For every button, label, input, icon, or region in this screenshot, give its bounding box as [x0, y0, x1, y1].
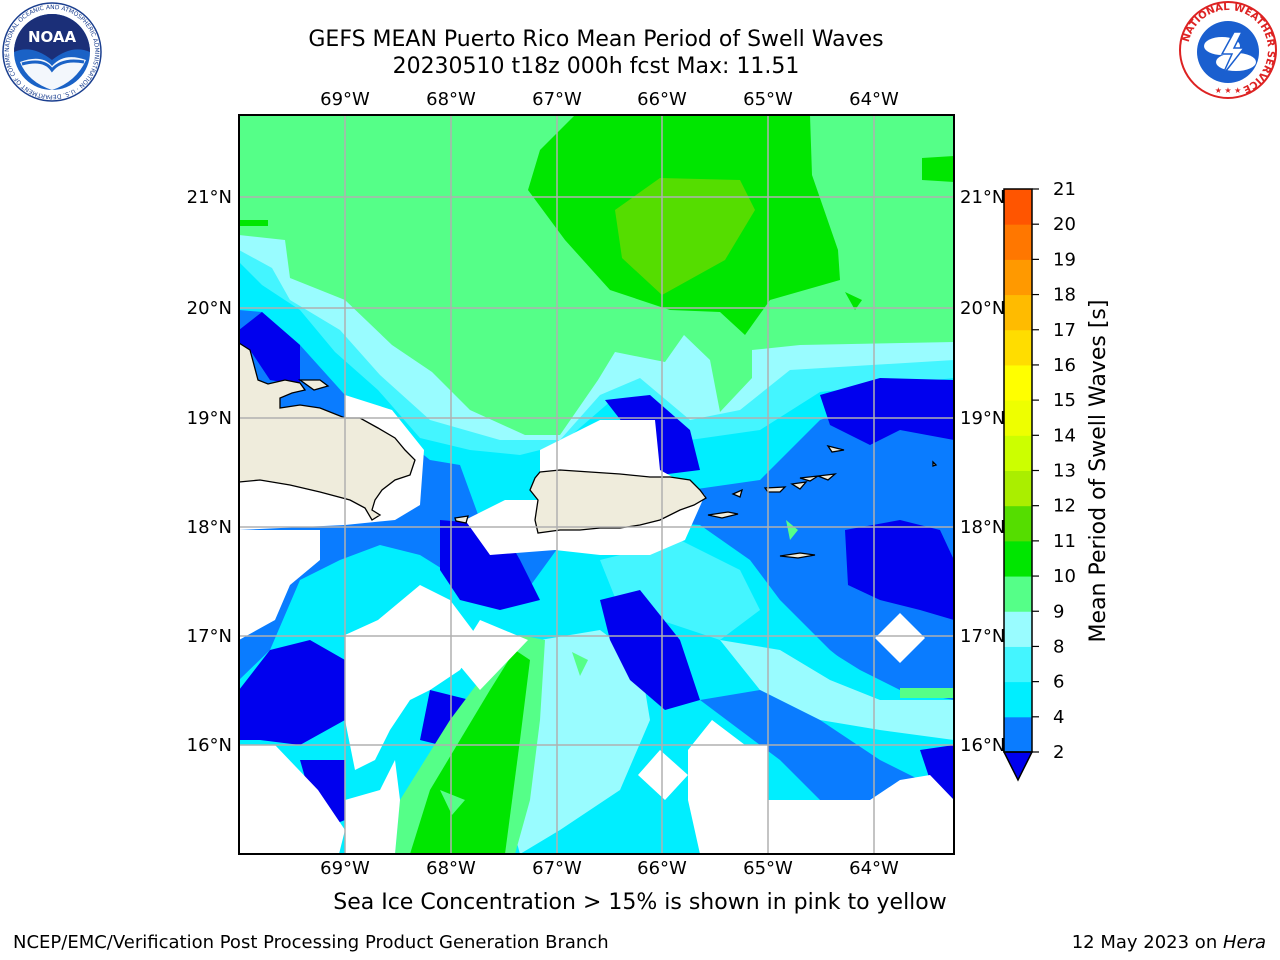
colorbar-segment [1004, 294, 1032, 331]
lon-label: 68°W [426, 858, 476, 879]
colorbar-segment [1004, 364, 1032, 401]
lon-label: 68°W [426, 89, 476, 110]
lat-labels-left: 21°N 20°N 19°N 18°N 17°N 16°N [187, 187, 232, 756]
lat-label: 16°N [960, 735, 1005, 756]
generation-date: 12 May 2023 on Hera [1072, 932, 1266, 953]
hispaniola-coast [239, 342, 416, 521]
colorbar-tick-label: 6 [1053, 672, 1064, 693]
colorbar-extend-arrow [1002, 751, 1034, 782]
lat-label: 19°N [187, 408, 232, 429]
colorbar-tick-label: 2 [1053, 742, 1064, 763]
colorbar-tick-label: 21 [1053, 179, 1076, 200]
lon-label: 69°W [320, 858, 370, 879]
producer-credit: NCEP/EMC/Verification Post Processing Pr… [13, 932, 609, 953]
map-frame [238, 114, 955, 855]
noaa-logo: NATIONAL OCEANIC AND ATMOSPHERIC ADMINIS… [2, 2, 102, 102]
colorbar-segment [1004, 435, 1032, 471]
lat-label: 20°N [187, 298, 232, 319]
lon-label: 64°W [849, 89, 899, 110]
colorbar-tick-label: 8 [1053, 636, 1064, 657]
lat-label: 21°N [187, 187, 232, 208]
colorbar-tick-label: 11 [1053, 531, 1076, 552]
colorbar-segment [1004, 611, 1032, 647]
colorbar-segment [1004, 576, 1032, 612]
lat-label: 19°N [960, 408, 1005, 429]
colorbar-tick-label: 20 [1053, 214, 1076, 235]
lat-label: 21°N [960, 187, 1005, 208]
sea-ice-note: Sea Ice Concentration > 15% is shown in … [333, 890, 947, 915]
colorbar-tick-label: 17 [1053, 320, 1076, 341]
swell-period-field [239, 115, 954, 854]
lat-label: 18°N [187, 517, 232, 538]
colorbar-segment [1004, 189, 1032, 225]
colorbar-segment [1004, 259, 1032, 296]
colorbar-label: Mean Period of Swell Waves [s] [1086, 300, 1111, 643]
map-subtitle: 20230510 t18z 000h fcst Max: 11.51 [392, 54, 800, 79]
lon-label: 69°W [320, 89, 370, 110]
colorbar-segment [1004, 470, 1032, 507]
colorbar-tick-label: 14 [1053, 425, 1076, 446]
colorbar-tick-label: 15 [1053, 390, 1076, 411]
map-title: GEFS MEAN Puerto Rico Mean Period of Swe… [308, 27, 884, 52]
colorbar-tick-label: 19 [1053, 249, 1076, 270]
colorbar-segment [1004, 400, 1032, 436]
lat-lon-grid [239, 115, 954, 854]
noaa-wordmark: NOAA [28, 28, 77, 46]
lat-label: 20°N [960, 298, 1005, 319]
lon-labels-bottom: 69°W 68°W 67°W 66°W 65°W 64°W [320, 858, 899, 879]
colorbar-segment [1004, 716, 1032, 753]
colorbar-tick-label: 9 [1053, 601, 1064, 622]
colorbar-segment [1004, 681, 1032, 718]
lon-label: 64°W [849, 858, 899, 879]
svg-text:★ ★ ★: ★ ★ ★ [1215, 86, 1242, 95]
lon-label: 67°W [532, 858, 582, 879]
lon-label: 66°W [637, 858, 687, 879]
lat-labels-right: 21°N 20°N 19°N 18°N 17°N 16°N [960, 187, 1005, 756]
lat-label: 17°N [187, 626, 232, 647]
nws-logo: NATIONAL WEATHER SERVICE ★ ★ ★ [1179, 1, 1277, 99]
colorbar-tick-label: 10 [1053, 566, 1076, 587]
lat-label: 18°N [960, 517, 1005, 538]
lat-label: 16°N [187, 735, 232, 756]
colorbar-segment [1004, 540, 1032, 577]
lon-label: 65°W [743, 858, 793, 879]
lon-label: 67°W [532, 89, 582, 110]
colorbar-tick-label: 13 [1053, 461, 1076, 482]
lat-label: 17°N [960, 626, 1005, 647]
lon-label: 65°W [743, 89, 793, 110]
colorbar-tick-label: 16 [1053, 355, 1076, 376]
colorbar-segment [1004, 224, 1032, 260]
colorbar-segment [1004, 329, 1032, 366]
lon-label: 66°W [637, 89, 687, 110]
lon-labels-top: 69°W 68°W 67°W 66°W 65°W 64°W [320, 89, 899, 110]
colorbar-tick-label: 18 [1053, 285, 1076, 306]
host-name: Hera [1222, 932, 1266, 953]
date-text: 12 May 2023 on [1071, 932, 1223, 953]
colorbar-segment [1004, 505, 1032, 542]
colorbar: 21 20 19 18 17 16 15 14 13 12 11 10 9 8 6 4 2 [1002, 179, 1076, 782]
colorbar-tick-label: 12 [1053, 496, 1076, 517]
colorbar-tick-label: 4 [1053, 707, 1064, 728]
colorbar-segment [1004, 646, 1032, 683]
